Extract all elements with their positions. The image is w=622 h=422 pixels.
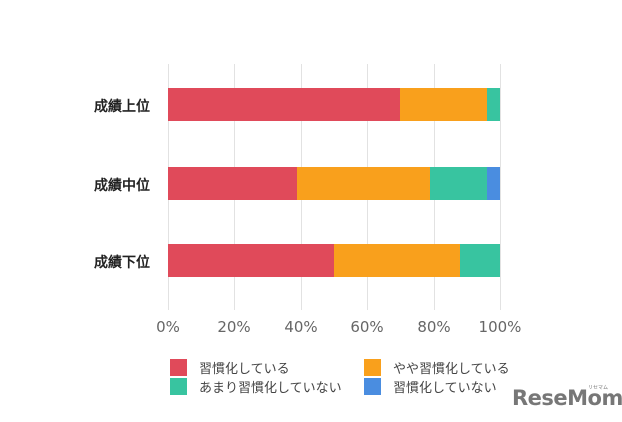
x-tick: 100% — [478, 318, 522, 336]
bar-segment — [486, 88, 500, 121]
legend-item: やや習慣化している — [364, 358, 510, 377]
legend-swatch-icon — [170, 378, 187, 395]
bar-row-0 — [168, 88, 500, 121]
bar-segment — [297, 167, 431, 200]
bar-row-2 — [168, 244, 500, 277]
legend-label: 習慣化している — [199, 362, 290, 377]
legend-swatch-icon — [170, 359, 187, 376]
bar-segment — [400, 88, 487, 121]
gridline-100 — [500, 64, 501, 310]
x-tick: 20% — [217, 318, 251, 336]
resemom-logo: ReseMom — [512, 386, 622, 410]
x-tick: 60% — [350, 318, 384, 336]
legend-item: あまり習慣化していない — [170, 377, 342, 396]
legend-label: あまり習慣化していない — [199, 381, 342, 396]
bar-segment — [168, 244, 334, 277]
bar-segment — [334, 244, 461, 277]
plot-area — [168, 64, 501, 310]
category-label: 成績上位 — [94, 99, 150, 115]
bar-segment — [168, 88, 401, 121]
legend-item: 習慣化している — [170, 358, 290, 377]
x-tick: 80% — [417, 318, 451, 336]
legend-swatch-icon — [364, 359, 381, 376]
legend-item: 習慣化していない — [364, 377, 497, 396]
category-label: 成績中位 — [94, 178, 150, 194]
x-tick: 0% — [156, 318, 180, 336]
legend-label: やや習慣化している — [393, 362, 510, 377]
bar-segment — [430, 167, 487, 200]
bar-segment — [486, 167, 500, 200]
legend-label: 習慣化していない — [393, 381, 497, 396]
category-label: 成績下位 — [94, 255, 150, 271]
bar-row-1 — [168, 167, 500, 200]
legend-swatch-icon — [364, 378, 381, 395]
bar-segment — [168, 167, 298, 200]
x-tick: 40% — [284, 318, 318, 336]
resemom-logo-sub: リセマム — [588, 385, 609, 391]
bar-segment — [460, 244, 500, 277]
